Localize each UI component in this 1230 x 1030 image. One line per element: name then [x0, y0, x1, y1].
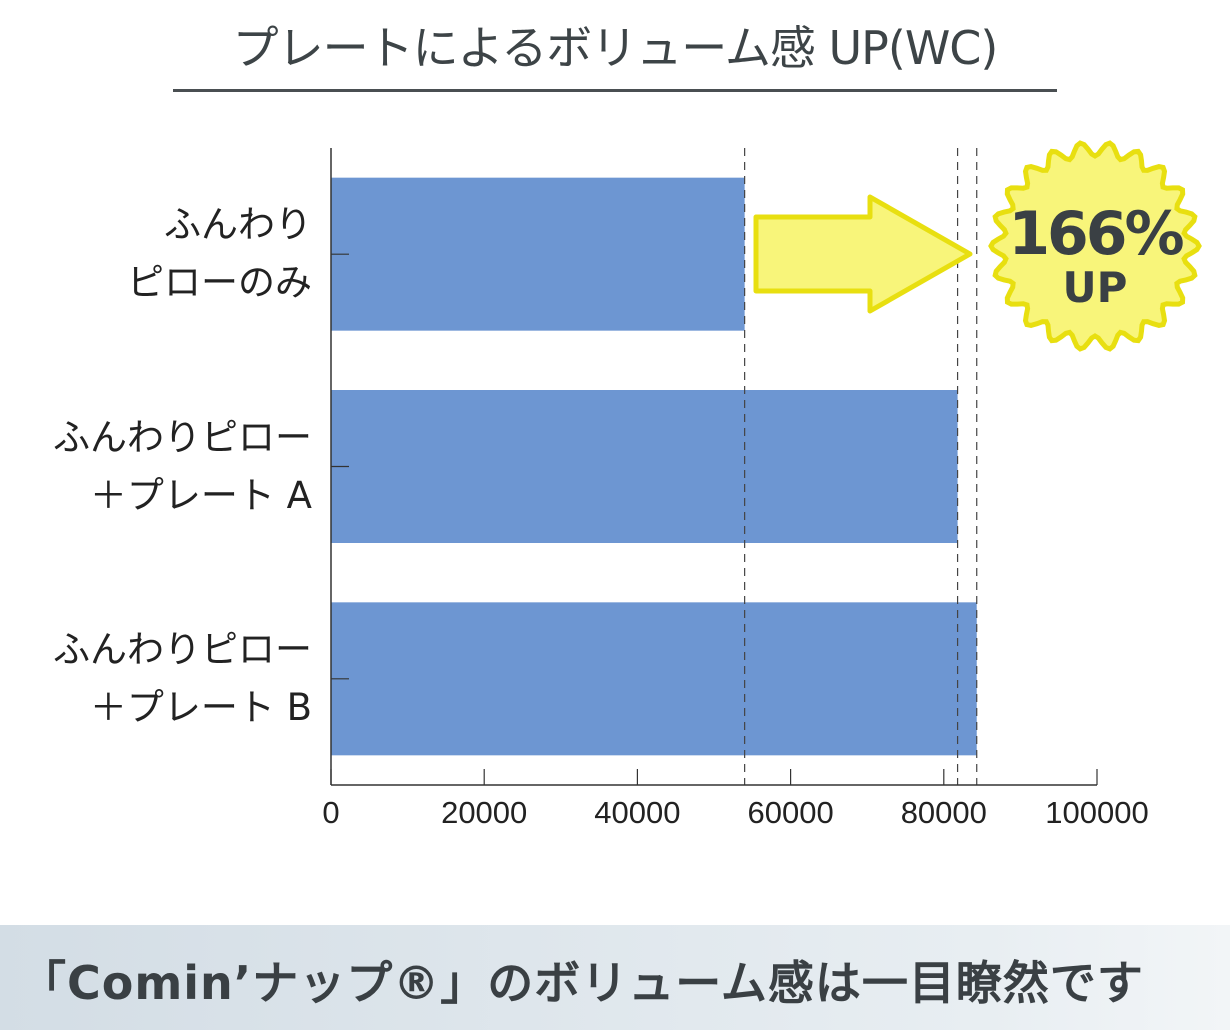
footer-banner: 「Comin’ナップ®」のボリューム感は一目瞭然です	[0, 925, 1230, 1030]
category-label: ふんわりピロー ＋プレート B	[53, 627, 312, 729]
arrow-icon	[753, 194, 973, 314]
x-tick-label: 80000	[901, 795, 987, 830]
badge-icon	[988, 140, 1202, 352]
footer-text: 「Comin’ナップ®」のボリューム感は一目瞭然です	[20, 956, 1144, 1010]
x-tick-label: 100000	[1045, 795, 1148, 830]
bar-chart: 0 20000 40000 60000 80000 100000 166%UP	[322, 140, 1202, 830]
chart-title: プレートによるボリューム感 UP(WC)	[232, 21, 999, 75]
bar	[331, 177, 745, 331]
x-tick-label: 40000	[594, 795, 680, 830]
category-label: ふんわり ピローのみ	[127, 203, 312, 305]
x-tick-label: 0	[322, 795, 339, 830]
title-underline	[173, 89, 1057, 92]
badge-percent: 166%	[1008, 199, 1183, 269]
category-label: ふんわりピロー ＋プレート A	[53, 415, 312, 517]
x-tick-label: 20000	[441, 795, 527, 830]
badge-up: UP	[1063, 263, 1128, 312]
bar	[331, 602, 977, 756]
bar	[331, 390, 958, 543]
x-tick-label: 60000	[747, 795, 833, 830]
